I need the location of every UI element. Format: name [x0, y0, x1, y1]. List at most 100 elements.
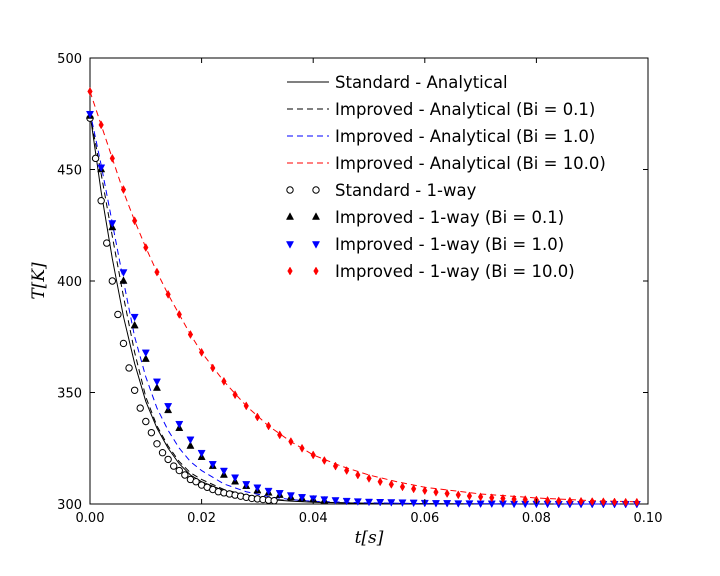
ticks-layer: 0.00 0.02 0.04 0.06 0.08 0.10 300 350 400 450 500 [57, 52, 662, 526]
data-point-std_1w [270, 496, 278, 505]
data-point-imp_1w_100 [132, 216, 138, 226]
data-point-imp_1w_100 [310, 450, 316, 460]
data-point-std_1w [164, 455, 172, 464]
data-point-imp_1w_10 [264, 487, 273, 496]
data-point-imp_1w_100 [444, 489, 450, 499]
series-layer [85, 86, 641, 509]
series-line-imp_an_100 [89, 91, 637, 503]
data-point-imp_1w_100 [143, 243, 149, 253]
legend-entry-imp_1w_100: Improved - 1-way (Bi = 10.0) [287, 262, 575, 281]
data-point-imp_1w_100 [556, 496, 562, 506]
data-point-imp_1w_100 [411, 484, 417, 494]
data-point-imp_1w_10 [409, 499, 418, 508]
legend-label: Standard - 1-way [335, 181, 477, 200]
x-tick-label: 0.02 [187, 511, 216, 526]
data-point-imp_1w_10 [197, 449, 206, 458]
legend-entry-std_an: Standard - Analytical [287, 73, 508, 92]
data-point-imp_1w_10 [108, 220, 117, 228]
legend-entry-std_1w: Standard - 1-way [286, 181, 477, 200]
data-point-imp_1w_01 [152, 383, 161, 391]
data-point-imp_1w_10 [164, 403, 173, 411]
legend-label: Improved - Analytical (Bi = 1.0) [335, 127, 595, 146]
data-point-imp_1w_10 [286, 492, 295, 500]
data-point-imp_1w_100 [332, 461, 339, 471]
data-point-imp_1w_10 [387, 499, 396, 507]
data-point-std_1w [125, 364, 133, 372]
data-point-std_1w [119, 339, 128, 348]
data-point-imp_1w_10 [443, 500, 452, 508]
data-point-imp_1w_01 [130, 320, 139, 329]
data-point-std_1w [170, 462, 178, 470]
data-point-imp_1w_10 [331, 497, 340, 505]
data-point-imp_1w_100 [187, 330, 194, 340]
data-point-imp_1w_100 [232, 390, 238, 400]
data-point-std_1w [192, 478, 200, 486]
data-point-imp_1w_100 [466, 491, 473, 501]
legend: Standard - Analytical Improved - Analytic… [285, 73, 606, 281]
data-point-imp_1w_10 [398, 499, 407, 507]
data-point-imp_1w_10 [454, 500, 463, 508]
legend-label: Improved - Analytical (Bi = 10.0) [335, 154, 606, 173]
data-point-imp_1w_100 [176, 309, 182, 319]
data-point-std_1w [103, 239, 111, 247]
data-point-imp_1w_100 [634, 497, 640, 507]
data-point-imp_1w_100 [254, 412, 261, 422]
y-tick-label: 450 [57, 164, 82, 179]
data-point-imp_1w_100 [433, 487, 439, 497]
legend-label: Improved - 1-way (Bi = 1.0) [335, 235, 564, 254]
data-point-imp_1w_100 [600, 497, 606, 507]
x-tick-label: 0.06 [410, 511, 439, 526]
data-point-imp_1w_10 [275, 490, 284, 498]
data-point-imp_1w_100 [567, 496, 573, 506]
data-point-imp_1w_100 [243, 401, 249, 411]
data-point-imp_1w_100 [87, 86, 93, 96]
data-point-imp_1w_100 [388, 479, 394, 489]
legend-marker-swatch [285, 212, 295, 220]
data-point-imp_1w_10 [342, 497, 351, 506]
data-point-std_1w [114, 310, 122, 319]
data-point-std_1w [158, 449, 167, 457]
data-point-imp_1w_10 [219, 467, 228, 476]
legend-entry-imp_an_100: Improved - Analytical (Bi = 10.0) [287, 154, 606, 173]
data-point-std_1w [91, 154, 100, 163]
data-point-std_1w [130, 386, 139, 394]
data-point-imp_1w_100 [522, 495, 528, 505]
series-std_1w [86, 114, 278, 505]
data-point-imp_1w_10 [152, 378, 161, 387]
data-point-imp_1w_10 [298, 494, 307, 502]
data-point-imp_1w_100 [422, 486, 428, 496]
series-line-imp_an_10 [89, 111, 637, 505]
x-tick-label: 0.00 [76, 511, 105, 526]
data-point-std_1w [153, 440, 161, 448]
y-tick-label: 400 [57, 275, 82, 290]
plot-frame [89, 57, 649, 505]
legend-marker-swatch [313, 266, 319, 276]
data-point-imp_1w_10 [119, 269, 128, 277]
data-point-imp_1w_10 [465, 500, 474, 508]
data-point-std_1w [147, 428, 156, 437]
plot-area [85, 86, 641, 509]
legend-label: Improved - 1-way (Bi = 10.0) [335, 262, 575, 281]
y-axis-label: T[K] [29, 262, 49, 300]
data-point-imp_1w_100 [221, 376, 227, 386]
data-point-imp_1w_100 [265, 421, 272, 431]
data-point-imp_1w_100 [165, 289, 171, 299]
data-point-imp_1w_10 [186, 436, 195, 445]
data-point-imp_1w_10 [253, 484, 262, 493]
data-point-imp_1w_100 [489, 493, 495, 503]
legend-entry-imp_1w_01: Improved - 1-way (Bi = 0.1) [285, 208, 564, 227]
data-point-imp_1w_10 [231, 474, 240, 482]
data-point-imp_1w_100 [344, 466, 350, 476]
data-point-imp_1w_100 [611, 497, 618, 507]
legend-label: Improved - 1-way (Bi = 0.1) [335, 208, 564, 227]
legend-marker-swatch [286, 186, 294, 194]
series-imp_1w_100 [87, 86, 640, 507]
data-point-imp_1w_10 [320, 496, 329, 504]
data-point-imp_1w_100 [578, 496, 584, 506]
legend-marker-swatch [312, 186, 320, 194]
data-point-imp_1w_100 [355, 470, 361, 480]
x-tick-label: 0.08 [522, 511, 551, 526]
data-point-imp_1w_100 [109, 153, 115, 163]
x-tick-label: 0.10 [634, 511, 663, 526]
